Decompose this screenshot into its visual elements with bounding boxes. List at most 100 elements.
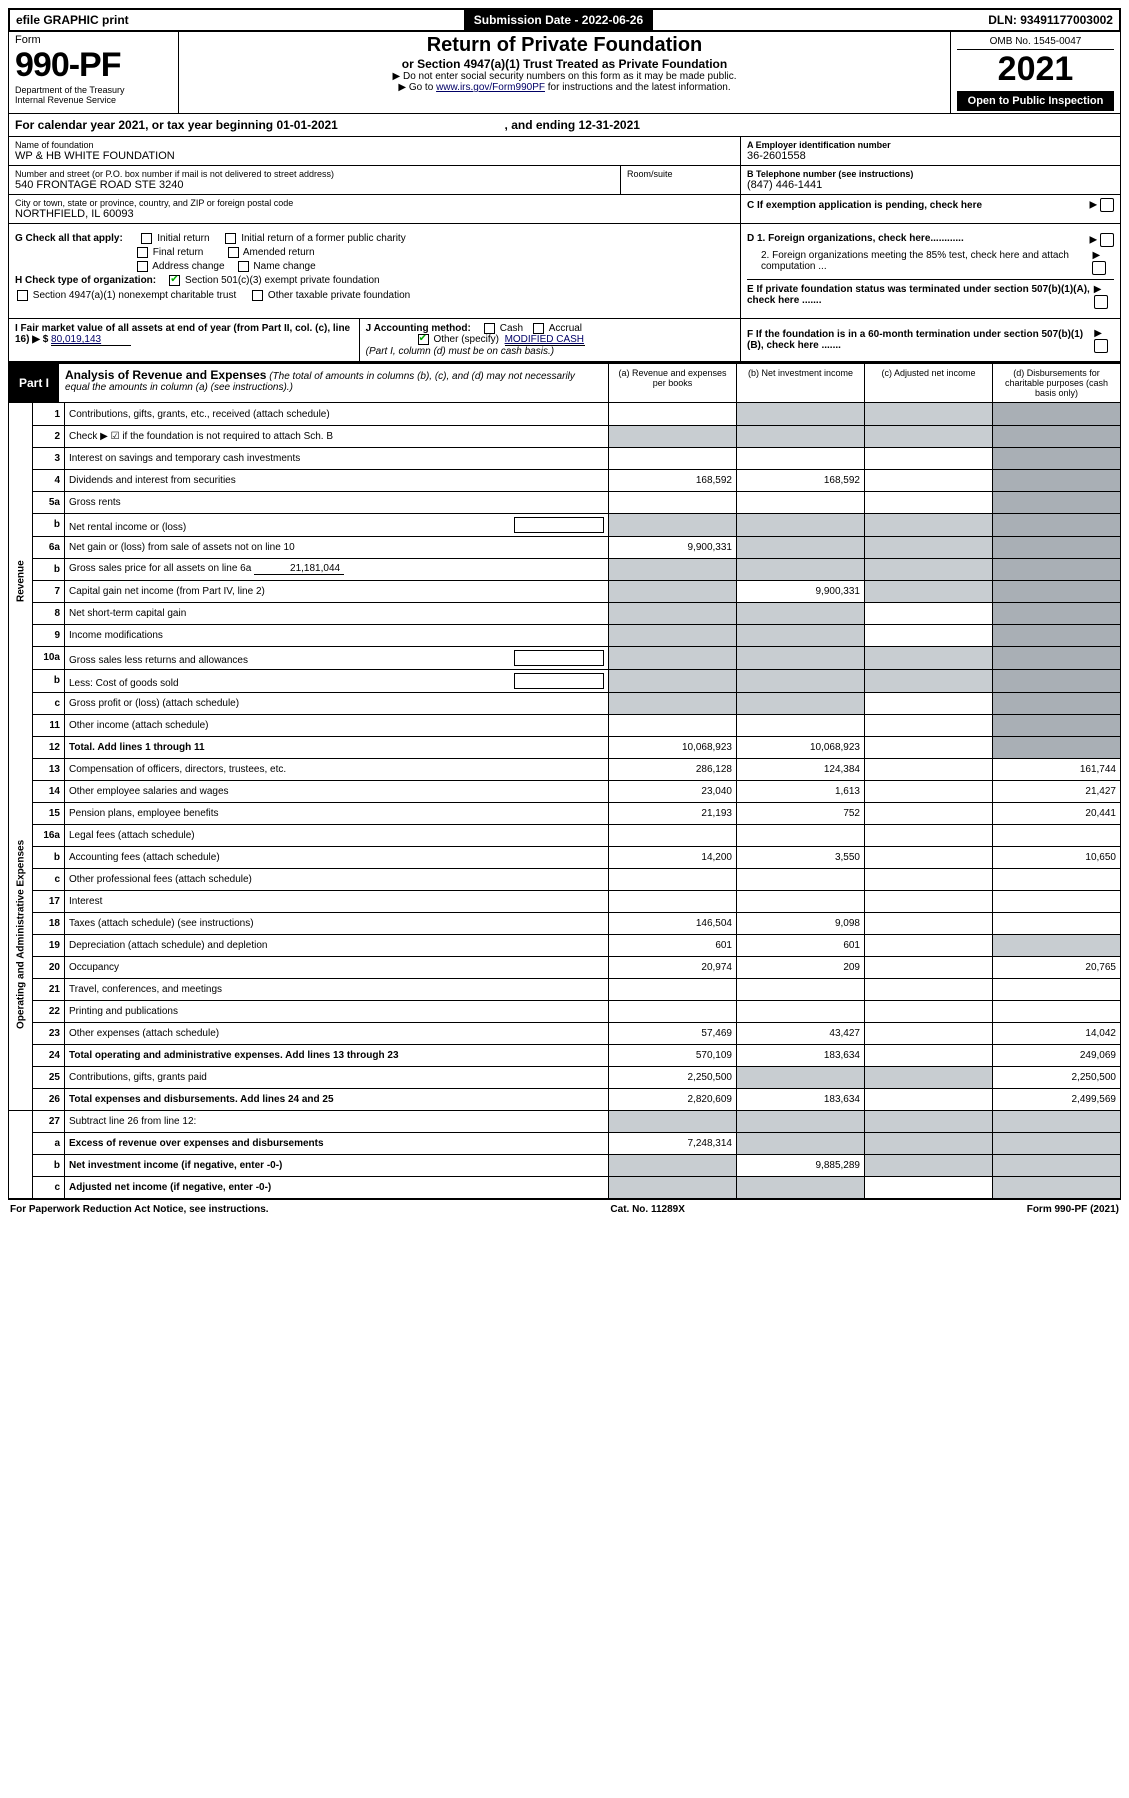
- cell-value: [865, 1000, 993, 1022]
- cell-value: [865, 934, 993, 956]
- line-desc: Check ▶ ☑ if the foundation is not requi…: [65, 425, 609, 447]
- omb-number: OMB No. 1545-0047: [957, 34, 1114, 50]
- city-label: City or town, state or province, country…: [15, 198, 734, 208]
- cal-end: 12-31-2021: [579, 118, 640, 132]
- table-row: 15Pension plans, employee benefits21,193…: [9, 802, 1121, 824]
- tax-year: 2021: [957, 50, 1114, 89]
- opt-amended: Amended return: [243, 247, 315, 258]
- table-row: 19Depreciation (attach schedule) and dep…: [9, 934, 1121, 956]
- cell-value: [865, 491, 993, 513]
- line-desc: Net rental income or (loss): [65, 513, 609, 536]
- opt-501c3: Section 501(c)(3) exempt private foundat…: [185, 276, 380, 287]
- line-number: 24: [33, 1044, 65, 1066]
- table-row: 27Subtract line 26 from line 12:: [9, 1110, 1121, 1132]
- line-number: c: [33, 1176, 65, 1198]
- cell-shaded: [737, 1066, 865, 1088]
- cell-shaded: [993, 469, 1121, 491]
- cell-value: 752: [737, 802, 865, 824]
- cell-shaded: [737, 646, 865, 669]
- spacer: [9, 1110, 33, 1198]
- cell-value: [865, 780, 993, 802]
- line-number: b: [33, 1154, 65, 1176]
- cb-initial[interactable]: [141, 233, 152, 244]
- cell-value: [993, 912, 1121, 934]
- opt-final: Final return: [153, 247, 204, 258]
- cb-501c3[interactable]: [169, 275, 180, 286]
- col-b-head: (b) Net investment income: [736, 364, 864, 402]
- cell-value: [865, 602, 993, 624]
- cell-shaded: [609, 669, 737, 692]
- cb-cash[interactable]: [484, 323, 495, 334]
- room-label: Room/suite: [627, 169, 740, 179]
- cell-value: [865, 1044, 993, 1066]
- line-desc: Gross rents: [65, 491, 609, 513]
- cell-shaded: [993, 447, 1121, 469]
- cell-value: [737, 447, 865, 469]
- table-row: 8Net short-term capital gain: [9, 602, 1121, 624]
- cb-initial-former[interactable]: [225, 233, 236, 244]
- fmv-value[interactable]: 80,019,143: [51, 334, 131, 346]
- section-label: Operating and Administrative Expenses: [9, 758, 33, 1110]
- instr-prefix: ▶ Go to: [398, 82, 436, 93]
- cell-value: 20,441: [993, 802, 1121, 824]
- e-checkbox[interactable]: [1094, 295, 1108, 309]
- f-checkbox[interactable]: [1094, 339, 1108, 353]
- cal-begin: 01-01-2021: [276, 118, 337, 132]
- cell-shaded: [609, 580, 737, 602]
- cb-amended[interactable]: [228, 247, 239, 258]
- table-row: 14Other employee salaries and wages23,04…: [9, 780, 1121, 802]
- table-row: bLess: Cost of goods sold: [9, 669, 1121, 692]
- cb-name[interactable]: [238, 261, 249, 272]
- line-number: 23: [33, 1022, 65, 1044]
- cell-value: 10,650: [993, 846, 1121, 868]
- cell-shaded: [609, 1110, 737, 1132]
- cell-shaded: [993, 646, 1121, 669]
- cell-shaded: [993, 1132, 1121, 1154]
- table-row: 10aGross sales less returns and allowanc…: [9, 646, 1121, 669]
- line-number: 15: [33, 802, 65, 824]
- d1-checkbox[interactable]: [1100, 233, 1114, 247]
- footer-left: For Paperwork Reduction Act Notice, see …: [10, 1204, 269, 1215]
- table-row: 26Total expenses and disbursements. Add …: [9, 1088, 1121, 1110]
- cell-value: [865, 1176, 993, 1198]
- line-desc: Capital gain net income (from Part IV, l…: [65, 580, 609, 602]
- opt-cash: Cash: [500, 323, 523, 334]
- cell-value: [993, 978, 1121, 1000]
- cell-value: [609, 714, 737, 736]
- line-desc: Travel, conferences, and meetings: [65, 978, 609, 1000]
- cb-final[interactable]: [137, 247, 148, 258]
- line-desc: Total. Add lines 1 through 11: [65, 736, 609, 758]
- cell-value: [865, 890, 993, 912]
- cell-value: 601: [609, 934, 737, 956]
- identity-block: Name of foundation WP & HB WHITE FOUNDAT…: [8, 137, 1121, 224]
- revenue-table: Revenue1Contributions, gifts, grants, et…: [8, 403, 1121, 1199]
- cb-other-taxable[interactable]: [252, 290, 263, 301]
- cell-value: [865, 447, 993, 469]
- c-checkbox[interactable]: [1100, 198, 1114, 212]
- instr-link-row: ▶ Go to www.irs.gov/Form990PF for instru…: [185, 82, 944, 93]
- cell-value: [737, 714, 865, 736]
- line-desc: Adjusted net income (if negative, enter …: [65, 1176, 609, 1198]
- d2-checkbox[interactable]: [1092, 261, 1106, 275]
- cal-text-a: For calendar year 2021, or tax year begi…: [15, 118, 276, 132]
- table-row: Operating and Administrative Expenses13C…: [9, 758, 1121, 780]
- cb-address[interactable]: [137, 261, 148, 272]
- line-number: 8: [33, 602, 65, 624]
- line-number: 1: [33, 403, 65, 425]
- cell-value: [865, 469, 993, 491]
- part1-title: Analysis of Revenue and Expenses: [65, 368, 266, 382]
- form-link[interactable]: www.irs.gov/Form990PF: [436, 82, 545, 93]
- cell-value: [865, 714, 993, 736]
- phone-label: B Telephone number (see instructions): [747, 169, 1114, 179]
- cell-value: 2,820,609: [609, 1088, 737, 1110]
- table-row: 22Printing and publications: [9, 1000, 1121, 1022]
- line-number: 27: [33, 1110, 65, 1132]
- cell-shaded: [609, 1154, 737, 1176]
- cb-other-method[interactable]: [418, 334, 429, 345]
- line-desc: Income modifications: [65, 624, 609, 646]
- line-desc: Net investment income (if negative, ente…: [65, 1154, 609, 1176]
- cell-value: 9,900,331: [737, 580, 865, 602]
- cb-accrual[interactable]: [533, 323, 544, 334]
- cell-value: 9,885,289: [737, 1154, 865, 1176]
- cb-4947[interactable]: [17, 290, 28, 301]
